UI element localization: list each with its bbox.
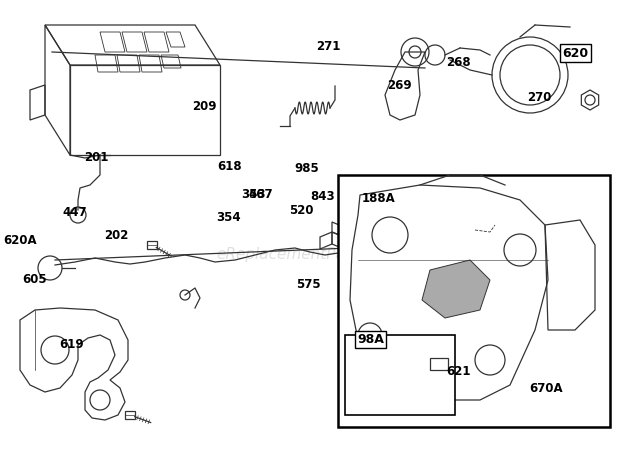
- Text: 620A: 620A: [4, 234, 37, 247]
- Text: 188A: 188A: [361, 192, 395, 205]
- Text: 269: 269: [388, 79, 412, 92]
- Text: 621: 621: [446, 365, 471, 378]
- Text: 354: 354: [216, 211, 241, 224]
- Text: 605: 605: [22, 273, 46, 286]
- Text: 619: 619: [59, 338, 84, 351]
- Text: 985: 985: [294, 162, 319, 175]
- Bar: [147, 241, 157, 249]
- Bar: [440, 226, 450, 234]
- Text: 520: 520: [289, 204, 314, 217]
- Text: 268: 268: [446, 56, 471, 69]
- Text: 353: 353: [241, 188, 265, 201]
- Text: 620: 620: [562, 47, 588, 60]
- Text: 271: 271: [316, 40, 341, 53]
- Polygon shape: [422, 260, 490, 318]
- Text: 209: 209: [192, 100, 217, 113]
- Bar: [407, 323, 437, 358]
- Text: 270: 270: [527, 91, 552, 103]
- Text: 201: 201: [84, 151, 108, 164]
- Text: 98A: 98A: [357, 333, 384, 346]
- Bar: [125, 411, 135, 419]
- Text: 618: 618: [217, 160, 242, 173]
- Bar: [440, 273, 460, 297]
- Text: eReplacementParts.com: eReplacementParts.com: [216, 248, 404, 262]
- Text: 843: 843: [310, 190, 335, 203]
- Bar: [360, 361, 370, 369]
- Bar: [345, 335, 455, 415]
- Text: 447: 447: [62, 206, 87, 219]
- Text: 575: 575: [296, 278, 321, 291]
- Text: 202: 202: [104, 229, 129, 242]
- Bar: [430, 358, 448, 370]
- Bar: [338, 175, 610, 427]
- Text: 670A: 670A: [529, 382, 562, 395]
- Text: 467: 467: [248, 188, 273, 201]
